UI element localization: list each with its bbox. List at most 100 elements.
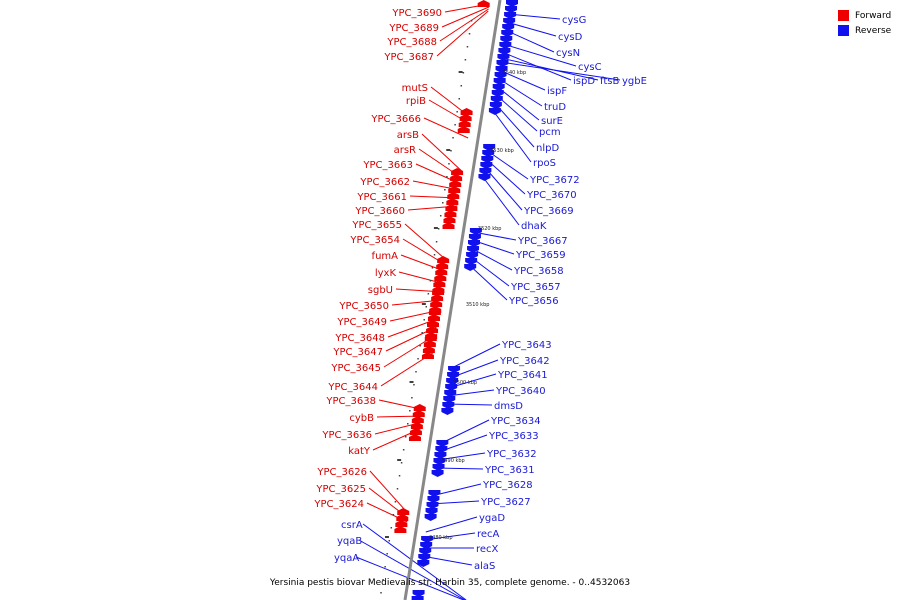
forward-gene-label[interactable]: arsR [394,145,416,156]
reverse-gene-mark[interactable] [498,48,511,55]
reverse-gene-mark[interactable] [417,560,430,567]
forward-gene-mark[interactable] [394,526,407,533]
forward-gene-label[interactable]: fumA [372,251,399,262]
forward-gene-mark[interactable] [458,120,471,127]
forward-gene-mark[interactable] [445,204,458,211]
forward-gene-mark[interactable] [432,288,445,295]
forward-gene-label[interactable]: rpiB [406,96,426,107]
forward-gene-label[interactable]: YPC_3663 [362,160,413,171]
forward-gene-mark[interactable] [409,428,422,435]
reverse-gene-label[interactable]: YPC_3627 [480,497,531,508]
reverse-gene-label[interactable]: rpoS [533,158,556,169]
reverse-gene-label[interactable]: alaS [474,561,495,572]
forward-gene-label[interactable]: mutS [402,83,428,94]
reverse-gene-label[interactable]: YPC_3640 [495,386,546,397]
reverse-gene-mark[interactable] [482,150,495,157]
forward-gene-mark[interactable] [431,294,444,301]
reverse-gene-mark[interactable] [506,0,518,7]
forward-gene-label[interactable]: YPC_3650 [338,301,389,312]
forward-gene-mark[interactable] [421,352,434,359]
reverse-gene-label[interactable]: recA [477,529,500,540]
forward-gene-mark[interactable] [424,334,437,341]
reverse-gene-mark[interactable] [492,84,505,91]
forward-gene-label[interactable]: YPC_3644 [327,382,378,393]
reverse-gene-label[interactable]: YPC_3658 [513,266,564,277]
forward-gene-label[interactable]: YPC_3647 [332,347,383,358]
reverse-gene-label[interactable]: dhaK [521,221,547,232]
reverse-gene-label[interactable]: YPC_3656 [508,296,559,307]
reverse-gene-mark[interactable] [465,258,478,265]
reverse-gene-mark[interactable] [490,96,503,103]
reverse-gene-label[interactable]: csrA [341,520,363,531]
reverse-gene-mark[interactable] [496,60,509,67]
reverse-gene-label[interactable]: YPC_3632 [486,449,537,460]
forward-gene-label[interactable]: YPC_3655 [351,220,402,231]
reverse-gene-mark[interactable] [488,108,501,115]
forward-gene-label[interactable]: YPC_3688 [386,37,437,48]
reverse-gene-label[interactable]: YPC_3657 [510,282,561,293]
reverse-gene-label[interactable]: cysG [562,15,586,26]
forward-gene-label[interactable]: YPC_3666 [370,114,421,125]
forward-gene-mark[interactable] [412,410,425,417]
reverse-gene-label[interactable]: truD [544,102,566,113]
reverse-gene-mark[interactable] [432,464,445,471]
reverse-gene-label[interactable]: YPC_3669 [523,206,574,217]
reverse-gene-mark[interactable] [468,234,481,241]
reverse-gene-mark[interactable] [441,408,454,415]
reverse-gene-mark[interactable] [443,396,456,403]
reverse-gene-label[interactable]: cysD [558,32,583,43]
forward-gene-label[interactable]: YPC_3636 [321,430,372,441]
reverse-gene-label[interactable]: surE [541,116,563,127]
reverse-gene-mark[interactable] [479,168,492,175]
reverse-gene-mark[interactable] [412,590,425,597]
reverse-gene-mark[interactable] [464,264,477,271]
reverse-gene-label[interactable]: dmsD [494,401,523,412]
reverse-gene-mark[interactable] [431,470,444,477]
reverse-gene-mark[interactable] [433,458,446,465]
reverse-gene-label[interactable]: cysC [578,62,602,73]
reverse-gene-mark[interactable] [424,514,437,521]
reverse-gene-mark[interactable] [425,508,438,515]
forward-gene-mark[interactable] [451,168,464,175]
forward-gene-mark[interactable] [444,210,457,217]
reverse-gene-mark[interactable] [426,502,439,509]
reverse-gene-label[interactable]: ispD [573,76,595,87]
forward-gene-mark[interactable] [395,520,408,527]
reverse-gene-label[interactable]: YPC_3659 [515,250,566,261]
forward-gene-mark[interactable] [448,186,461,193]
reverse-gene-mark[interactable] [503,18,516,25]
forward-gene-label[interactable]: YPC_3649 [336,317,387,328]
forward-gene-mark[interactable] [457,126,470,133]
reverse-gene-mark[interactable] [448,366,461,373]
reverse-gene-label[interactable]: YPC_3631 [484,465,535,476]
reverse-gene-label[interactable]: cysN [556,48,580,59]
reverse-gene-label[interactable]: YPC_3670 [526,190,577,201]
forward-gene-mark[interactable] [460,108,473,115]
forward-gene-label[interactable]: sgbU [368,285,393,296]
reverse-gene-label[interactable]: recX [476,544,499,555]
reverse-gene-mark[interactable] [489,102,502,109]
forward-gene-mark[interactable] [413,404,426,411]
forward-gene-mark[interactable] [411,416,424,423]
reverse-gene-mark[interactable] [427,496,440,503]
reverse-gene-label[interactable]: YPC_3641 [497,370,548,381]
forward-gene-mark[interactable] [442,222,455,229]
forward-gene-mark[interactable] [434,274,447,281]
forward-gene-mark[interactable] [437,256,450,263]
forward-gene-mark[interactable] [426,326,439,333]
reverse-gene-label[interactable]: nlpD [536,143,559,154]
forward-gene-mark[interactable] [436,262,449,269]
reverse-gene-mark[interactable] [495,66,508,73]
forward-gene-label[interactable]: YPC_3624 [313,499,364,510]
reverse-gene-mark[interactable] [502,24,515,31]
reverse-gene-mark[interactable] [480,162,493,169]
reverse-gene-mark[interactable] [444,390,457,397]
reverse-gene-mark[interactable] [446,378,459,385]
forward-gene-mark[interactable] [446,198,459,205]
forward-gene-mark[interactable] [449,180,462,187]
reverse-gene-mark[interactable] [421,536,434,543]
reverse-gene-mark[interactable] [494,72,507,79]
forward-gene-mark[interactable] [423,340,436,347]
forward-gene-label[interactable]: YPC_3690 [391,8,442,19]
reverse-gene-mark[interactable] [501,30,514,37]
